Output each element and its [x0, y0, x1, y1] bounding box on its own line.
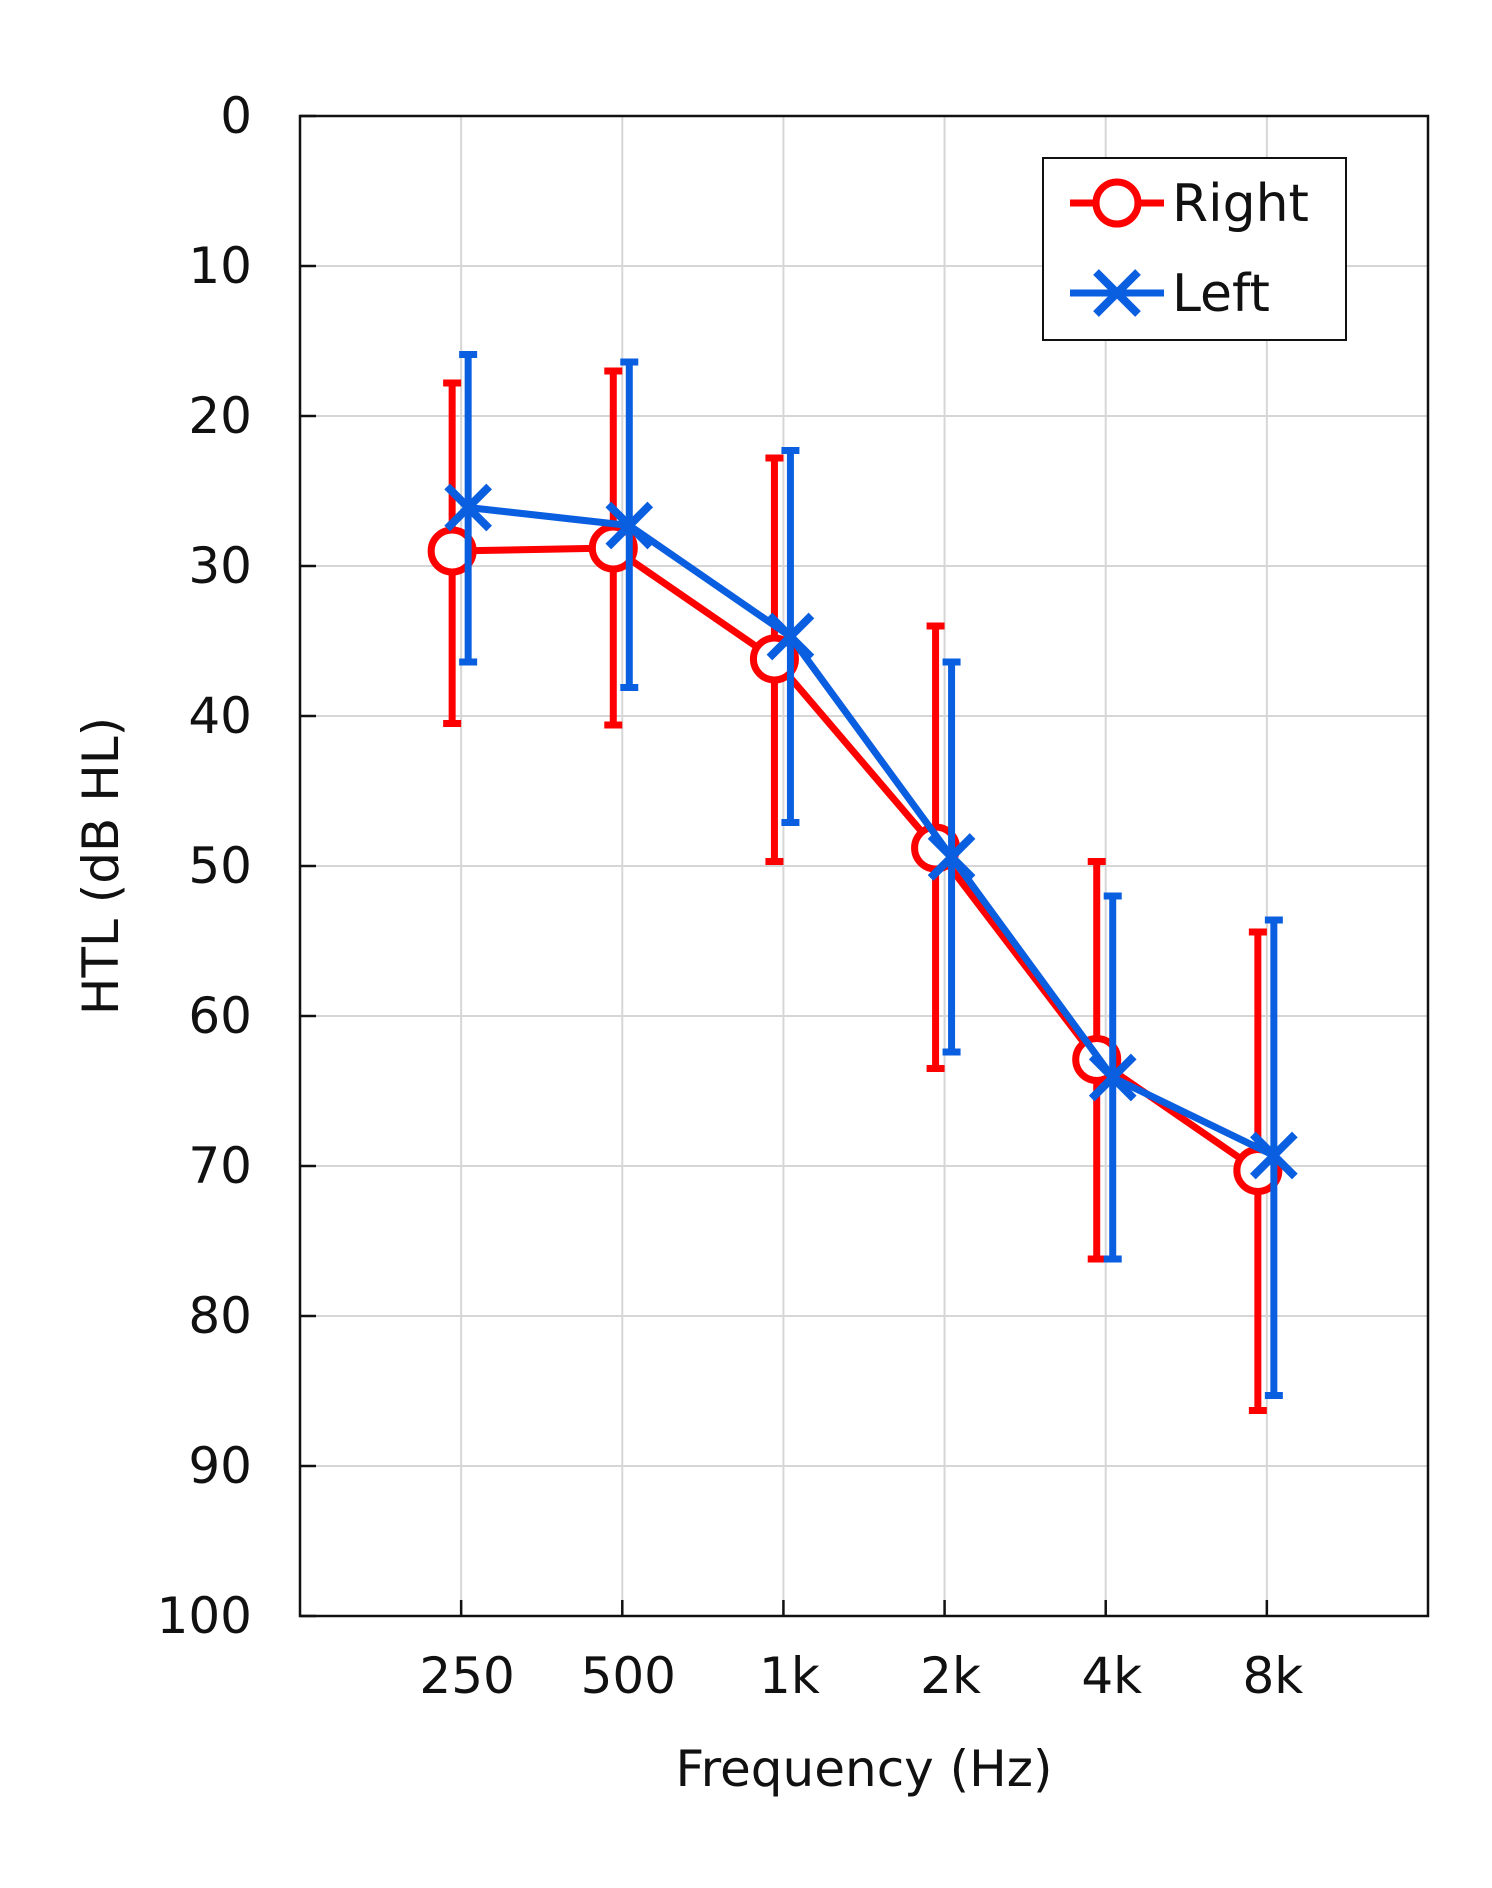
x-marker-stroke: [766, 612, 815, 661]
data-point: [1088, 1053, 1137, 1102]
series-layer: [427, 351, 1298, 1414]
x-tick-label: 2k: [920, 1647, 981, 1705]
y-tick-label: 90: [188, 1437, 252, 1495]
x-tick-label: 500: [581, 1647, 676, 1705]
y-tick-label: 20: [188, 387, 252, 445]
legend: Right Left: [1042, 157, 1347, 341]
x-axis-title: Frequency (Hz): [675, 1740, 1052, 1798]
y-tick-label: 60: [188, 987, 252, 1045]
data-point: [1250, 1131, 1298, 1180]
data-point: [427, 526, 477, 576]
x-axis-ticks: 250 500 1k 2k 4k 8k: [419, 1600, 1303, 1705]
x-marker-stroke: [605, 501, 654, 550]
data-point: [444, 483, 492, 532]
data-point: [605, 501, 654, 550]
x-marker-stroke: [444, 483, 492, 532]
data-point: [927, 833, 976, 881]
y-tick-label: 40: [188, 687, 252, 745]
y-axis-ticks: 0 10 20 30 40 50 60 70 80 90 100: [157, 87, 316, 1645]
series-line: [467, 504, 1276, 1159]
legend-label: Left: [1172, 264, 1270, 324]
x-tick-label: 8k: [1242, 1647, 1303, 1705]
legend-item-right: Right: [1070, 174, 1309, 234]
x-marker-stroke: [1250, 1131, 1298, 1180]
series-right: [427, 367, 1283, 1414]
y-tick-label: 70: [188, 1137, 252, 1195]
x-tick-label: 250: [419, 1647, 514, 1705]
x-marker-stroke: [927, 833, 976, 881]
y-tick-label: 80: [188, 1287, 252, 1345]
y-tick-label: 100: [157, 1587, 252, 1645]
x-tick-label: 1k: [759, 1647, 820, 1705]
legend-item-left: Left: [1070, 264, 1270, 324]
legend-box: [1042, 157, 1347, 341]
legend-label: Right: [1172, 174, 1309, 234]
legend-items: Right Left: [1070, 174, 1309, 324]
y-tick-label: 0: [220, 87, 252, 145]
x-tick-label: 4k: [1081, 1647, 1142, 1705]
x-marker-stroke: [1088, 1053, 1137, 1102]
data-point: [766, 612, 815, 661]
series-line: [452, 544, 1260, 1174]
legend-marker: [1093, 269, 1141, 317]
y-tick-label: 10: [188, 237, 252, 295]
y-tick-label: 50: [188, 837, 252, 895]
legend-marker: [1092, 178, 1142, 228]
data-point: [749, 634, 799, 684]
series-left: [444, 351, 1298, 1399]
y-axis-title: HTL (dB HL): [72, 717, 130, 1015]
x-marker-stroke: [1093, 269, 1141, 317]
y-tick-label: 30: [188, 537, 252, 595]
